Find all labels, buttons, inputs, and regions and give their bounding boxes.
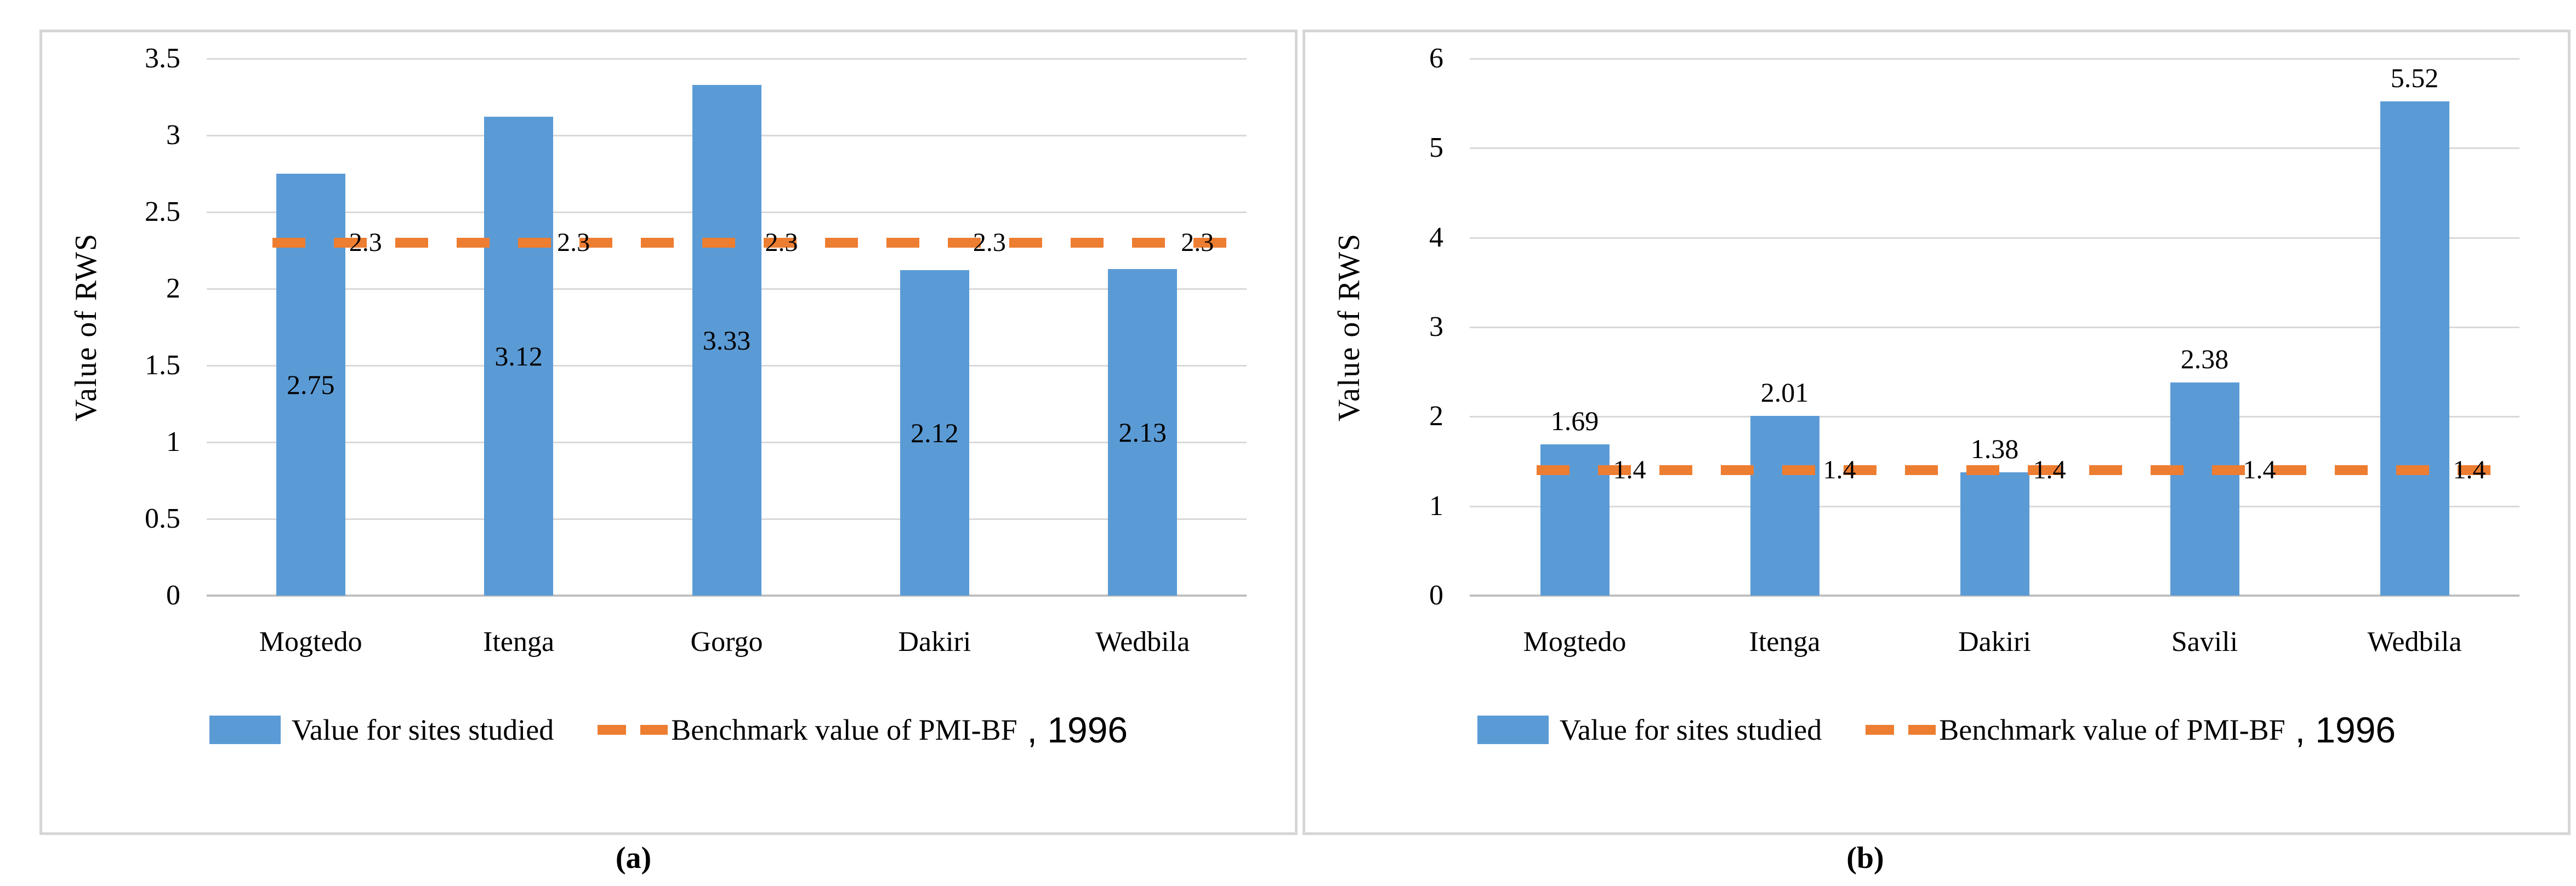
bar-value-label: 5.52 <box>2390 62 2439 94</box>
benchmark-value-label: 1.4 <box>1613 455 1646 485</box>
benchmark-value-label: 1.4 <box>2243 455 2276 485</box>
y-tick-label: 4 <box>1429 221 1443 253</box>
benchmark-value-label: 2.3 <box>973 227 1006 257</box>
x-label-mogtedo: Mogtedo <box>259 626 362 658</box>
gridline <box>1470 327 2520 328</box>
benchmark-value-label: 2.3 <box>1181 227 1214 257</box>
bar-value-label: 1.69 <box>1550 405 1599 436</box>
benchmark-value-label: 1.4 <box>2033 455 2066 485</box>
y-tick-label: 0 <box>166 580 180 611</box>
y-tick-label: 3.5 <box>145 43 180 74</box>
y-tick-label: 1 <box>166 426 180 458</box>
legend-label-benchmark: Benchmark value of PMI-BF <box>1939 713 2285 746</box>
benchmark-line <box>272 237 1232 248</box>
bar-dakiri: 1.38 <box>1960 433 2029 596</box>
gridline <box>207 58 1247 60</box>
y-tick-label: 2 <box>166 273 180 304</box>
gridline <box>1470 147 2520 150</box>
bar-value-label: 3.33 <box>702 324 751 356</box>
bar-value-label: 2.75 <box>286 369 335 400</box>
subfigure-caption-a: (a) <box>615 841 652 875</box>
y-tick-label: 0 <box>1429 580 1443 611</box>
benchmark-value-label: 1.4 <box>1823 455 1856 485</box>
gridline <box>1470 58 2520 60</box>
bar-value-label: 2.13 <box>1118 416 1167 448</box>
bar-wedbila: 2.13 <box>1108 268 1178 596</box>
legend-label-benchmark: Benchmark value of PMI-BF <box>671 713 1017 746</box>
bar-value-label: 2.38 <box>2180 344 2229 375</box>
legend: Value for sites studied Benchmark value o… <box>53 705 1284 754</box>
bar-itenga: 2.01 <box>1750 377 1819 596</box>
x-label-itenga: Itenga <box>1749 626 1821 658</box>
y-tick-label: 2 <box>1429 401 1443 432</box>
benchmark-value-label: 1.4 <box>2453 455 2486 485</box>
y-tick-label: 2.5 <box>145 196 180 227</box>
legend-benchmark-year: , 1996 <box>2295 710 2396 750</box>
bar-value-label: 2.01 <box>1760 376 1809 408</box>
benchmark-value-label: 2.3 <box>349 227 382 257</box>
y-tick-label: 0.5 <box>145 503 180 534</box>
x-axis-line <box>1470 595 2520 597</box>
bar-dakiri: 2.12 <box>900 270 969 596</box>
chart-panel-a: Value of RWS 0 0.5 1 1.5 2 2.5 3 3.5 2.75 3.12 3.… <box>39 30 1298 835</box>
x-label-wedbila: Wedbila <box>2367 626 2462 658</box>
x-label-wedbila: Wedbila <box>1095 626 1190 658</box>
y-tick-label: 1.5 <box>145 350 180 381</box>
y-tick-label: 3 <box>1429 311 1443 342</box>
y-axis-tick-labels: 0 0.5 1 1.5 2 2.5 3 3.5 <box>42 32 180 832</box>
legend-label-sites: Value for sites studied <box>1559 713 1822 746</box>
legend-dash-marker-icon <box>598 725 668 735</box>
legend-benchmark-year: , 1996 <box>1027 710 1128 750</box>
y-axis-tick-labels: 0 1 2 3 4 5 6 <box>1305 32 1443 832</box>
bar-wedbila: 5.52 <box>2380 62 2449 596</box>
x-label-itenga: Itenga <box>483 626 555 658</box>
x-label-mogtedo: Mogtedo <box>1523 626 1627 658</box>
x-label-savili: Savili <box>2171 626 2238 658</box>
x-axis-labels: Mogtedo Itenga Gorgo Dakiri Wedbila <box>207 626 1247 670</box>
plot-area: 1.69 2.01 1.38 2.38 5.52 1.4 1.4 1.4 1.4 1.4 <box>1470 58 2520 597</box>
x-label-dakiri: Dakiri <box>898 626 971 658</box>
bar-value-label: 3.12 <box>494 341 543 372</box>
bar-value-label: 1.38 <box>1970 433 2019 464</box>
legend-label-sites: Value for sites studied <box>291 713 554 746</box>
y-tick-label: 6 <box>1429 43 1443 74</box>
bar-value-label: 2.12 <box>911 418 959 449</box>
legend-bar-swatch <box>1477 716 1549 744</box>
bar-itenga: 3.12 <box>484 117 554 596</box>
y-tick-label: 1 <box>1429 490 1443 522</box>
x-label-gorgo: Gorgo <box>690 626 763 658</box>
plot-area: 2.75 3.12 3.33 2.12 2.13 2.3 2.3 2.3 2.3 2.3 <box>207 58 1247 597</box>
bar-gorgo: 3.33 <box>692 84 761 596</box>
subfigure-caption-b: (b) <box>1846 841 1884 875</box>
x-axis-labels: Mogtedo Itenga Dakiri Savili Wedbila <box>1470 626 2520 670</box>
legend-bar-swatch <box>209 716 281 744</box>
gridline <box>1470 237 2520 239</box>
y-tick-label: 5 <box>1429 132 1443 164</box>
gridline <box>1470 416 2520 418</box>
y-tick-label: 3 <box>166 119 180 151</box>
legend-dash-marker-icon <box>1866 725 1936 735</box>
bar-savili: 2.38 <box>2170 344 2239 596</box>
benchmark-value-label: 2.3 <box>557 227 590 257</box>
benchmark-value-label: 2.3 <box>765 227 798 257</box>
x-label-dakiri: Dakiri <box>1958 626 2031 658</box>
bar-mogtedo: 2.75 <box>276 174 345 596</box>
x-axis-line <box>207 595 1247 597</box>
benchmark-line <box>1536 465 2505 476</box>
legend: Value for sites studied Benchmark value o… <box>1316 705 2557 754</box>
